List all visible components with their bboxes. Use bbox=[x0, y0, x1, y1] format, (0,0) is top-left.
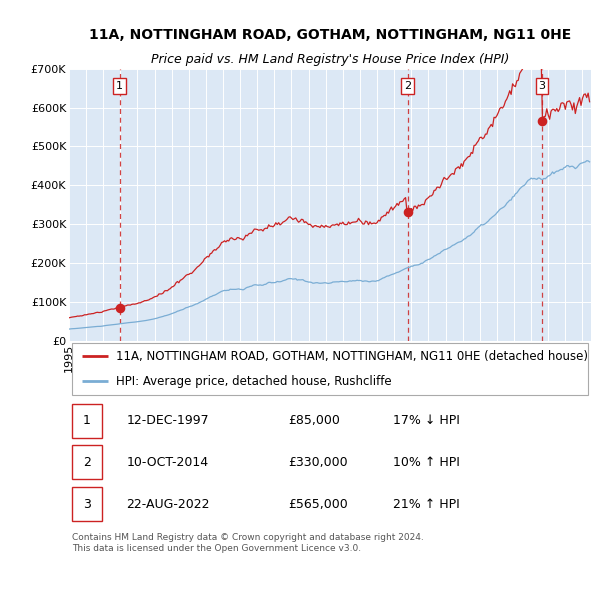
Text: 12-DEC-1997: 12-DEC-1997 bbox=[127, 414, 209, 427]
Text: 2: 2 bbox=[83, 456, 91, 469]
Text: 3: 3 bbox=[539, 81, 545, 91]
Text: 21% ↑ HPI: 21% ↑ HPI bbox=[392, 497, 460, 510]
Text: 10% ↑ HPI: 10% ↑ HPI bbox=[392, 456, 460, 469]
Text: 1: 1 bbox=[83, 414, 91, 427]
Text: 11A, NOTTINGHAM ROAD, GOTHAM, NOTTINGHAM, NG11 0HE (detached house): 11A, NOTTINGHAM ROAD, GOTHAM, NOTTINGHAM… bbox=[116, 350, 588, 363]
Point bbox=[403, 208, 413, 217]
Text: Contains HM Land Registry data © Crown copyright and database right 2024.
This d: Contains HM Land Registry data © Crown c… bbox=[71, 533, 424, 552]
FancyBboxPatch shape bbox=[71, 445, 102, 479]
Text: 11A, NOTTINGHAM ROAD, GOTHAM, NOTTINGHAM, NG11 0HE: 11A, NOTTINGHAM ROAD, GOTHAM, NOTTINGHAM… bbox=[89, 28, 571, 42]
Text: 17% ↓ HPI: 17% ↓ HPI bbox=[392, 414, 460, 427]
Text: 3: 3 bbox=[83, 497, 91, 510]
Text: 10-OCT-2014: 10-OCT-2014 bbox=[127, 456, 209, 469]
Text: Price paid vs. HM Land Registry's House Price Index (HPI): Price paid vs. HM Land Registry's House … bbox=[151, 53, 509, 67]
FancyBboxPatch shape bbox=[71, 404, 102, 438]
FancyBboxPatch shape bbox=[71, 343, 589, 395]
Text: £565,000: £565,000 bbox=[288, 497, 348, 510]
Point bbox=[538, 116, 547, 126]
Text: 2: 2 bbox=[404, 81, 411, 91]
Text: £85,000: £85,000 bbox=[288, 414, 340, 427]
Point bbox=[115, 303, 124, 312]
Text: HPI: Average price, detached house, Rushcliffe: HPI: Average price, detached house, Rush… bbox=[116, 375, 392, 388]
FancyBboxPatch shape bbox=[71, 487, 102, 521]
Text: 1: 1 bbox=[116, 81, 123, 91]
Text: £330,000: £330,000 bbox=[288, 456, 348, 469]
Text: 22-AUG-2022: 22-AUG-2022 bbox=[127, 497, 210, 510]
